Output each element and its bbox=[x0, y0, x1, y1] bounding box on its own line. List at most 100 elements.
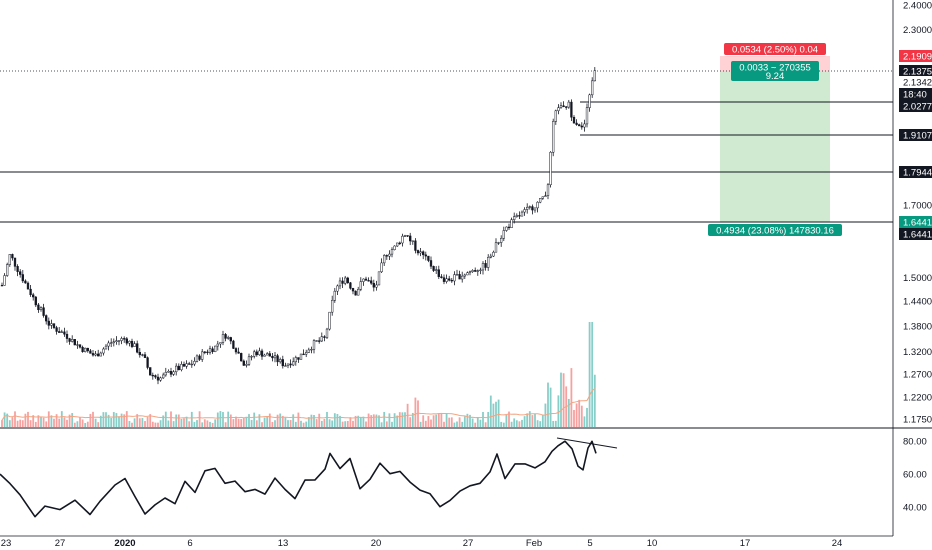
candle-up bbox=[435, 269, 438, 271]
volume-bar bbox=[271, 421, 274, 427]
volume-bar bbox=[567, 398, 570, 427]
rsi-tick-label: 80.00 bbox=[903, 437, 927, 448]
candle-up bbox=[461, 275, 464, 280]
candle-up bbox=[208, 348, 212, 353]
volume-bar bbox=[398, 412, 401, 427]
candle-down bbox=[37, 304, 40, 311]
candle-down bbox=[52, 323, 56, 328]
volume-bar bbox=[120, 413, 123, 427]
take-profit-zone[interactable] bbox=[720, 71, 830, 222]
volume-bar bbox=[294, 421, 297, 427]
volume-bar bbox=[92, 411, 94, 427]
candle-up bbox=[104, 345, 108, 350]
candle-down bbox=[203, 351, 206, 353]
candle-down bbox=[81, 346, 84, 352]
volume-bar bbox=[131, 422, 133, 427]
time-axis[interactable]: 23 27 2020 6 13 20 27 Feb 5 10 17 24 bbox=[1, 538, 843, 549]
volume-bar bbox=[151, 421, 154, 427]
candle-up bbox=[401, 235, 404, 244]
candle-down bbox=[229, 337, 232, 342]
volume-bar bbox=[430, 419, 432, 427]
volume-bar bbox=[352, 420, 354, 427]
volume-bar bbox=[162, 415, 165, 427]
candle-up bbox=[71, 339, 74, 342]
candle-up bbox=[544, 195, 547, 197]
candle-down bbox=[29, 288, 32, 295]
candle-down bbox=[86, 347, 89, 352]
candle-down bbox=[188, 363, 191, 365]
volume-bar bbox=[8, 420, 11, 427]
volume-bar bbox=[370, 415, 373, 427]
target-tag-text: 0.4934 (23.08%) 147830.16 bbox=[716, 226, 834, 237]
volume-bar bbox=[505, 414, 508, 427]
volume-bar bbox=[534, 413, 536, 427]
candle-up bbox=[245, 364, 248, 366]
time-tick-label: 2020 bbox=[114, 538, 135, 549]
candle-down bbox=[125, 338, 128, 344]
candle-up bbox=[172, 371, 175, 375]
candle-down bbox=[268, 353, 271, 357]
volume-bar bbox=[482, 412, 484, 427]
rsi-trendline[interactable] bbox=[556, 437, 618, 449]
candle-up bbox=[227, 337, 230, 339]
svg-text:2.0277: 2.0277 bbox=[903, 102, 932, 113]
volume-bar bbox=[245, 416, 248, 427]
volume-bar bbox=[372, 414, 375, 427]
price-tick-label: 1.7000 bbox=[903, 200, 932, 211]
volume-bar bbox=[591, 322, 594, 427]
horizontal-levels[interactable] bbox=[0, 101, 893, 223]
volume-bar bbox=[586, 407, 588, 427]
entry-tag-line2: 9.24 bbox=[766, 71, 785, 82]
svg-text:2.1909: 2.1909 bbox=[903, 52, 932, 63]
candle-down bbox=[34, 296, 37, 306]
volume-bar bbox=[196, 420, 198, 427]
volume-bar bbox=[248, 414, 250, 427]
candle-down bbox=[232, 340, 235, 349]
time-tick-label: 17 bbox=[740, 538, 751, 549]
candle-up bbox=[377, 271, 381, 286]
candle-up bbox=[164, 372, 167, 376]
entry-tag: 0.0033 ~ 270355 9.24 bbox=[731, 61, 819, 82]
volume-bar bbox=[107, 414, 110, 427]
candle-down bbox=[422, 251, 425, 256]
volume-bar bbox=[573, 410, 575, 427]
candle-down bbox=[440, 276, 443, 278]
candle-down bbox=[11, 254, 14, 259]
volume-bar bbox=[266, 417, 269, 427]
candle-down bbox=[24, 280, 27, 284]
candle-down bbox=[154, 375, 157, 378]
volume-bar bbox=[424, 420, 427, 427]
volume-bar bbox=[497, 399, 500, 427]
candle-down bbox=[156, 376, 160, 381]
candle-down bbox=[149, 367, 152, 376]
candle-up bbox=[175, 365, 178, 373]
candle-down bbox=[398, 242, 401, 244]
volume-bar bbox=[219, 411, 222, 427]
candle-down bbox=[364, 278, 368, 281]
target-price-tag: 1.6441 bbox=[899, 216, 932, 229]
volume-bar bbox=[58, 418, 61, 427]
volume-bar bbox=[396, 415, 399, 427]
candle-up bbox=[273, 355, 277, 359]
volume-bar bbox=[333, 413, 336, 427]
candle-up bbox=[494, 242, 498, 253]
candle-up bbox=[102, 348, 105, 354]
volume-bar bbox=[456, 421, 458, 427]
volume-bar bbox=[414, 397, 417, 427]
volume-bar bbox=[448, 417, 451, 427]
volume-bar bbox=[502, 422, 505, 427]
time-tick-label: 23 bbox=[1, 538, 12, 549]
volume-bar bbox=[404, 412, 406, 427]
rsi-axis[interactable]: 80.00 60.00 40.00 bbox=[903, 437, 927, 514]
candle-up bbox=[110, 342, 113, 344]
volume-bar bbox=[380, 422, 383, 427]
price-tick-label: 1.4400 bbox=[903, 297, 932, 308]
candle-up bbox=[266, 353, 269, 356]
candle-up bbox=[279, 359, 282, 363]
candle-up bbox=[141, 354, 144, 356]
candle-up bbox=[492, 251, 495, 257]
candle-up bbox=[466, 272, 469, 276]
volume-bar bbox=[453, 422, 456, 427]
